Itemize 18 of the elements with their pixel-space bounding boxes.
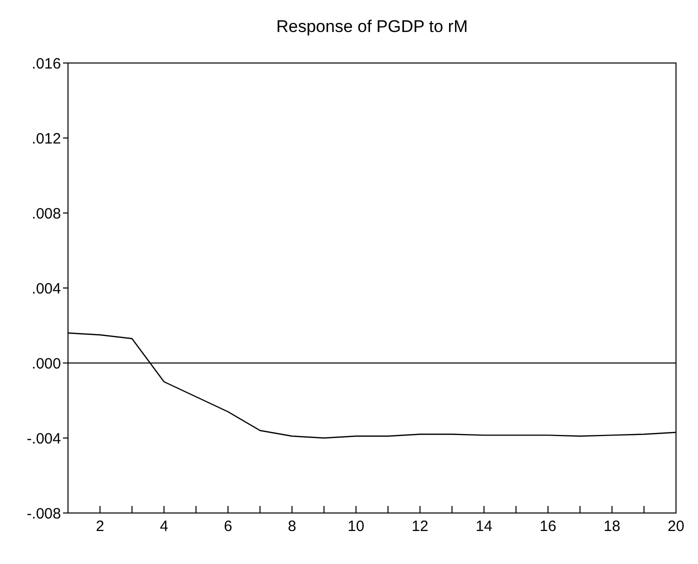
y-tick-label: .004 xyxy=(32,280,61,298)
y-tick-label: -.008 xyxy=(26,505,61,522)
x-tick-label: 4 xyxy=(160,518,168,535)
x-tick-label: 20 xyxy=(668,518,684,535)
x-tick-label: 16 xyxy=(540,518,556,535)
x-tick-label: 12 xyxy=(412,518,428,535)
chart-title: Response of PGDP to rM xyxy=(276,17,468,36)
x-tick-label: 8 xyxy=(288,518,296,535)
y-tick-label: .012 xyxy=(32,130,61,148)
y-tick-label: -.004 xyxy=(26,430,61,448)
x-tick-label: 6 xyxy=(224,518,232,535)
y-tick-label: .000 xyxy=(32,355,61,372)
x-tick-label: 2 xyxy=(96,518,104,535)
x-tick-label: 14 xyxy=(476,518,492,535)
x-tick-label: 10 xyxy=(348,518,364,535)
y-tick-label: .008 xyxy=(32,205,61,222)
x-tick-label: 18 xyxy=(604,518,620,535)
y-tick-label: .016 xyxy=(32,55,61,72)
